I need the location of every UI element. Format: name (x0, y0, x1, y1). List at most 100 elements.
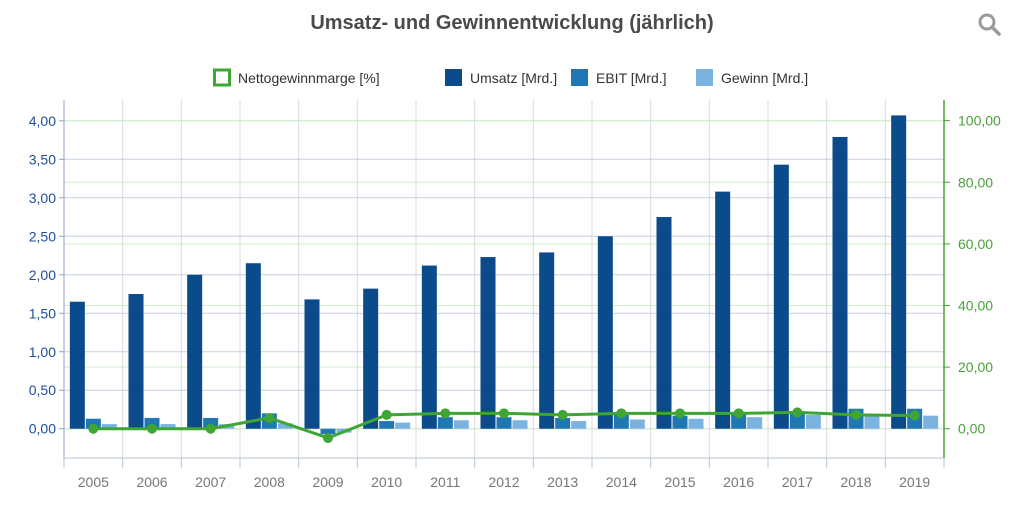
bar-ebit-2015[interactable] (672, 415, 688, 429)
left-axis-tick-label: 3,50 (29, 151, 56, 167)
legend-swatch (213, 68, 231, 87)
line-point-2007[interactable] (205, 423, 216, 434)
bar-ebit-2007[interactable] (203, 417, 219, 429)
left-axis-tick-label: 0,00 (29, 421, 56, 437)
line-point-2008[interactable] (264, 412, 275, 423)
bar-umsatz-2016[interactable] (715, 191, 731, 429)
right-axis-tick-label: 40,00 (958, 297, 993, 313)
bar-umsatz-2010[interactable] (363, 288, 379, 429)
x-axis-tick-label: 2016 (723, 474, 754, 490)
bar-ebit-2016[interactable] (731, 414, 747, 429)
bar-gewinn-2011[interactable] (453, 420, 469, 429)
line-series (88, 407, 920, 443)
x-axis-tick-label: 2005 (78, 474, 109, 490)
bar-gewinn-2016[interactable] (747, 417, 763, 429)
bar-gewinn-2010[interactable] (395, 422, 411, 429)
left-axis-tick-label: 0,50 (29, 382, 56, 398)
line-point-2009[interactable] (323, 432, 333, 443)
bar-umsatz-2012[interactable] (480, 257, 496, 429)
left-axis-tick-label: 2,50 (29, 228, 56, 244)
x-axis-tick-label: 2019 (899, 474, 930, 490)
bar-umsatz-2011[interactable] (421, 265, 437, 429)
bar-gewinn-2017[interactable] (805, 414, 821, 429)
chart-title: Umsatz- und Gewinnentwicklung (jährlich) (310, 12, 714, 34)
bar-ebit-2009[interactable] (320, 428, 336, 435)
x-axis-tick-label: 2013 (547, 474, 578, 490)
bar-umsatz-2008[interactable] (245, 263, 261, 429)
bar-umsatz-2009[interactable] (304, 299, 320, 429)
line-point-2015[interactable] (675, 408, 685, 419)
legend-item[interactable]: Nettogewinnmarge [%] (213, 68, 380, 87)
bar-umsatz-2005[interactable] (69, 301, 85, 429)
legend-item[interactable]: Umsatz [Mrd.] (445, 69, 557, 86)
axes: 0,00 0,50 1,00 1,50 2,00 2,50 3,00 3,50 4,00 0,00… (29, 100, 1001, 490)
right-axis-tick-label: 0,00 (958, 421, 985, 437)
right-axis-tick-label: 100,00 (958, 113, 1001, 129)
x-axis-tick-label: 2018 (840, 474, 871, 490)
x-axis-tick-label: 2006 (136, 474, 167, 490)
bar-ebit-2014[interactable] (613, 414, 629, 429)
bar-ebit-2012[interactable] (496, 417, 512, 429)
left-axis-tick-label: 1,50 (29, 305, 56, 321)
legend-label: Umsatz [Mrd.] (470, 70, 557, 86)
x-axis-tick-label: 2011 (430, 474, 460, 490)
legend-label: Nettogewinnmarge [%] (238, 70, 380, 86)
x-axis-tick-label: 2007 (195, 474, 226, 490)
legend-label: Gewinn [Mrd.] (721, 70, 808, 86)
left-axis-tick-label: 1,00 (29, 344, 56, 360)
left-axis-tick-label: 4,00 (29, 113, 56, 129)
bar-umsatz-2015[interactable] (656, 217, 672, 429)
right-axis-tick-label: 80,00 (958, 174, 993, 190)
bar-gewinn-2013[interactable] (571, 421, 587, 429)
line-point-2006[interactable] (147, 423, 157, 434)
bar-umsatz-2018[interactable] (832, 136, 848, 429)
line-point-2012[interactable] (499, 408, 509, 419)
search-icon[interactable] (977, 12, 1001, 36)
bar-gewinn-2015[interactable] (688, 418, 704, 429)
line-point-2014[interactable] (616, 408, 627, 419)
bar-umsatz-2019[interactable] (891, 115, 907, 429)
left-axis-tick-label: 3,00 (29, 190, 56, 206)
line-point-2016[interactable] (733, 408, 744, 419)
line-point-2013[interactable] (557, 409, 568, 420)
right-axis-tick-label: 60,00 (958, 236, 993, 252)
x-axis-tick-label: 2017 (782, 474, 813, 490)
line-point-2011[interactable] (440, 408, 451, 419)
legend-swatch (571, 69, 588, 86)
bar-gewinn-2005[interactable] (101, 424, 117, 429)
x-axis-tick-label: 2014 (606, 474, 637, 490)
x-axis-tick-label: 2012 (488, 474, 519, 490)
line-point-2005[interactable] (88, 423, 99, 434)
bar-gewinn-2019[interactable] (923, 415, 939, 429)
legend-item[interactable]: EBIT [Mrd.] (571, 69, 667, 86)
left-axis-tick-label: 2,00 (29, 267, 56, 283)
line-point-2019[interactable] (909, 410, 920, 421)
legend-swatch (696, 69, 713, 86)
bar-umsatz-2007[interactable] (187, 274, 203, 429)
bar-umsatz-2017[interactable] (773, 164, 789, 429)
bar-ebit-2013[interactable] (555, 417, 571, 429)
x-axis-tick-label: 2008 (254, 474, 285, 490)
line-point-2018[interactable] (851, 409, 861, 420)
bar-gewinn-2018[interactable] (864, 415, 880, 429)
bar-umsatz-2014[interactable] (597, 236, 613, 429)
bar-umsatz-2006[interactable] (128, 294, 144, 429)
bar-ebit-2010[interactable] (379, 421, 395, 429)
legend-swatch (445, 69, 462, 86)
bar-ebit-2011[interactable] (437, 417, 453, 429)
bar-gewinn-2014[interactable] (629, 419, 645, 429)
line-point-2010[interactable] (381, 409, 392, 420)
x-axis-tick-label: 2010 (371, 474, 402, 490)
line-point-2017[interactable] (792, 407, 803, 418)
bar-gewinn-2012[interactable] (512, 420, 528, 429)
x-axis-tick-label: 2009 (312, 474, 343, 490)
bar-gewinn-2006[interactable] (160, 424, 176, 429)
right-axis-tick-label: 20,00 (958, 359, 993, 375)
legend-item[interactable]: Gewinn [Mrd.] (696, 69, 808, 86)
bar-gewinn-2008[interactable] (277, 423, 293, 429)
bar-umsatz-2013[interactable] (539, 252, 555, 429)
grid-lines (63, 100, 945, 458)
legend-label: EBIT [Mrd.] (596, 70, 667, 86)
bar-ebit-2006[interactable] (144, 417, 160, 429)
